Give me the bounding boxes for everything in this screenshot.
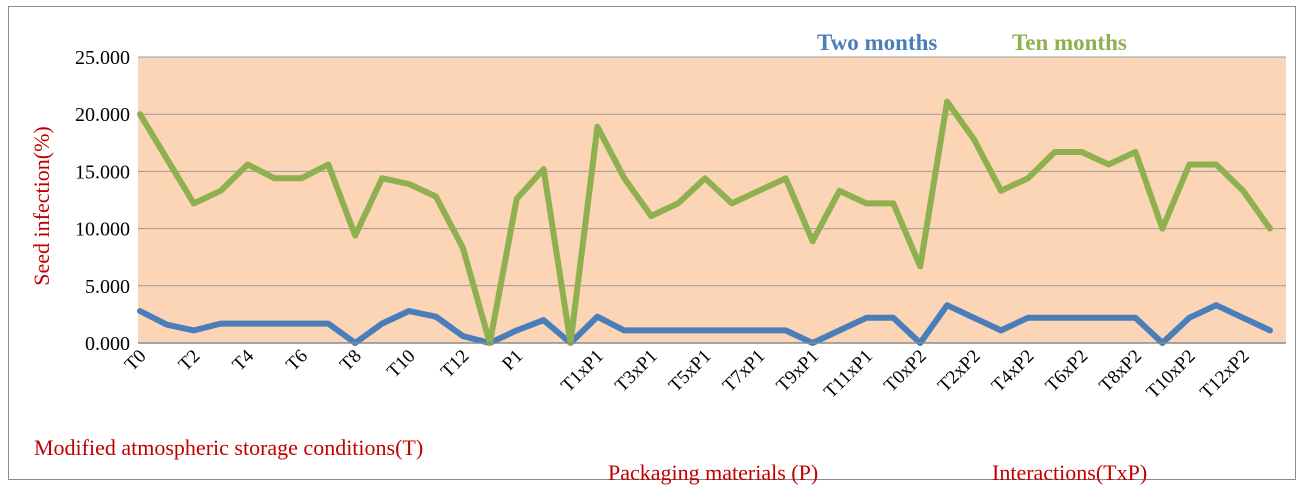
x-tick-label: T8xP2 [1095, 346, 1146, 397]
x-tick-label: T6xP2 [1042, 346, 1093, 397]
gridlines [138, 56, 1286, 287]
annotation-storage-conditions: Modified atmospheric storage conditions(… [34, 435, 423, 460]
x-tick-label: T5xP1 [665, 346, 716, 397]
x-tick-label: P1 [498, 346, 527, 375]
y-tick-label: 10.000 [75, 219, 130, 241]
x-tick-label: T2 [175, 346, 205, 376]
x-tick-label: T4xP2 [988, 346, 1039, 397]
legend-ten-months: Ten months [1012, 30, 1127, 55]
annotation-packaging-materials: Packaging materials (P) [608, 460, 818, 485]
y-tick-label: 15.000 [75, 161, 130, 183]
x-tick-label: T8 [336, 346, 366, 376]
y-axis-label: Seed infection(%) [29, 126, 54, 285]
series-line-ten-months [137, 98, 1273, 346]
y-tick-label: 0.000 [85, 333, 130, 355]
x-tick-label: T10xP2 [1142, 346, 1199, 403]
y-tick-label: 20.000 [75, 104, 130, 126]
legend-two-months: Two months [817, 30, 937, 55]
x-tick-label: T0xP2 [880, 346, 931, 397]
x-tick-label: T7xP1 [719, 346, 770, 397]
x-tick-label: T11xP1 [820, 346, 877, 403]
x-tick-label: T12xP2 [1196, 346, 1253, 403]
x-tick-label: T1xP1 [557, 346, 608, 397]
x-tick-label: T2xP2 [934, 346, 985, 397]
x-tick-label: T10 [383, 346, 419, 382]
y-tick-label: 25.000 [75, 47, 130, 69]
series-line-two-months [137, 302, 1273, 346]
x-axis-ticks: T0 T2 T4 T6 T8 T10 T12 P1 T1xP1 T3xP1 T5xP1 T7xP1 T9… [121, 345, 1254, 403]
chart-frame [8, 6, 1296, 480]
x-tick-label: T9xP1 [772, 346, 823, 397]
plot-area [138, 57, 1286, 343]
y-tick-label: 5.000 [85, 276, 130, 298]
x-tick-label: T12 [437, 346, 473, 382]
y-axis-ticks: 0.000 5.000 10.000 15.000 20.000 25.000 [75, 47, 130, 355]
x-tick-label: T4 [228, 345, 258, 375]
x-tick-label: T3xP1 [611, 346, 662, 397]
annotation-interactions: Interactions(TxP) [992, 460, 1147, 485]
series-lines [137, 98, 1273, 346]
x-tick-label: T6 [282, 346, 312, 376]
